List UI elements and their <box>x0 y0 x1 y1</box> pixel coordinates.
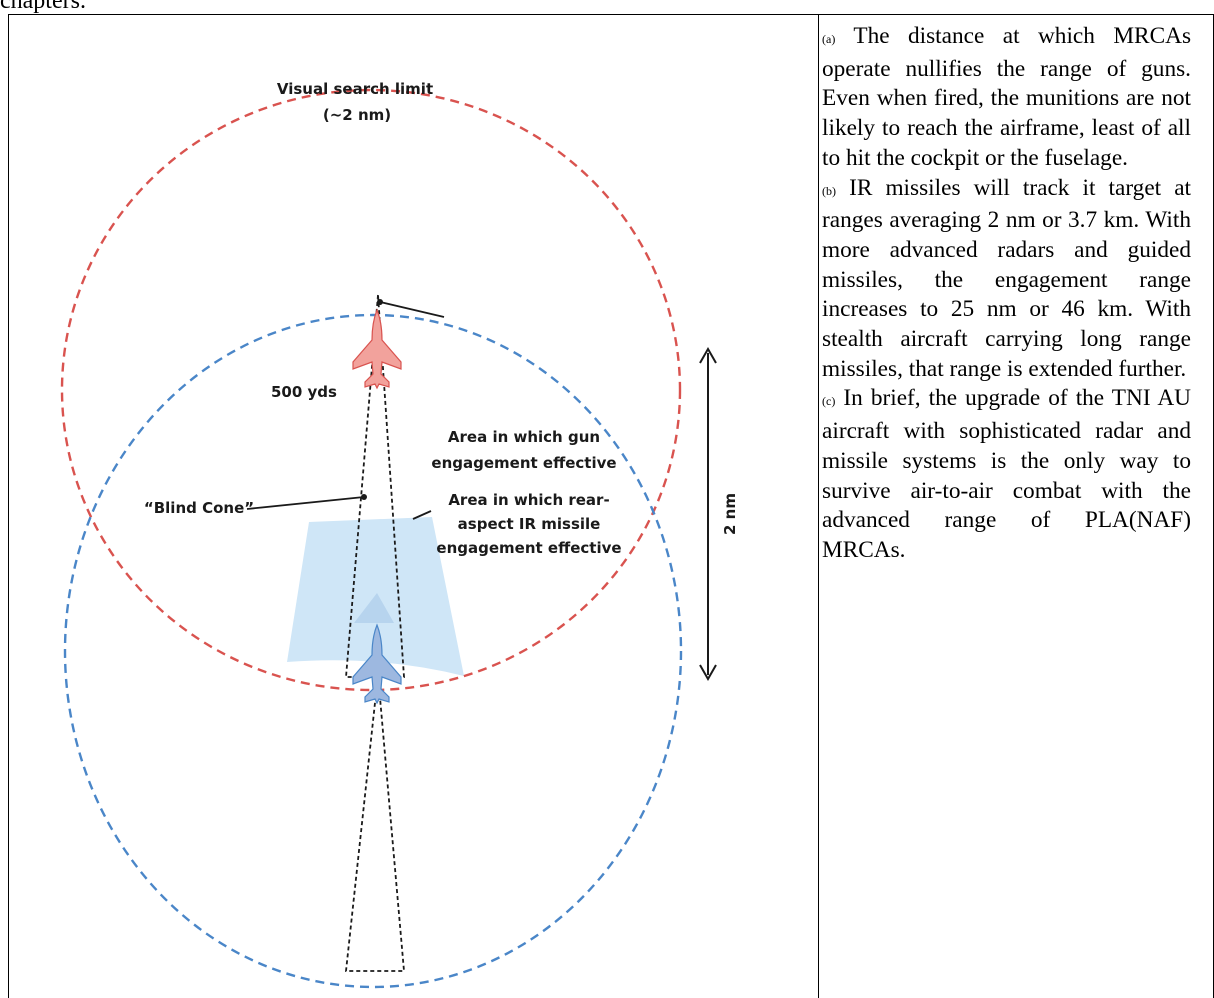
blind-cone-lower <box>344 674 405 972</box>
column-divider <box>818 14 819 998</box>
paragraph-marker: (c) <box>822 394 836 409</box>
blind-cone-upper <box>345 294 405 678</box>
blind-cone-label: “Blind Cone” <box>144 499 254 517</box>
arrowhead-up-icon <box>699 346 717 364</box>
paragraph-body: The distance at which MRCAs operate null… <box>822 23 1192 171</box>
text-column: (a) The distance at which MRCAs operate … <box>822 22 1191 566</box>
blue-range-circle <box>63 313 683 989</box>
gun-zone <box>354 593 394 623</box>
gun-leader-line <box>379 301 445 318</box>
paragraph-body: IR missiles will track it target at rang… <box>822 174 1192 382</box>
ir-label-1: Area in which rear- <box>448 491 609 509</box>
paragraph-body: In brief, the upgrade of the TNI AU airc… <box>822 385 1191 563</box>
engagement-diagram: Visual search limit (~2 nm) 500 yds Area… <box>9 15 817 998</box>
blue-jet-icon <box>352 623 402 705</box>
paragraph-marker: (a) <box>822 32 836 46</box>
visual-search-label: Visual search limit <box>277 80 433 98</box>
ir-label-3: engagement effective <box>436 539 621 557</box>
paragraph-b: (b) IR missiles will track it target at … <box>822 174 1191 385</box>
ir-leader-line <box>412 510 432 520</box>
gun-label-2: engagement effective <box>431 454 616 472</box>
gun-label-1: Area in which gun <box>448 428 600 446</box>
yds-label: 500 yds <box>271 383 337 401</box>
arrowhead-down-icon <box>699 664 717 682</box>
top-text-fragment: chapters. <box>0 0 86 14</box>
paragraph-marker: (b) <box>822 183 836 198</box>
distance-label: 2 nm <box>721 493 739 535</box>
visual-search-circle <box>60 88 682 692</box>
red-jet-icon <box>352 308 402 390</box>
ir-label-2: aspect IR missile <box>458 515 601 533</box>
blind-cone-leader-line <box>246 496 365 510</box>
visual-search-range: (~2 nm) <box>323 106 391 124</box>
paragraph-a: (a) The distance at which MRCAs operate … <box>822 22 1191 174</box>
paragraph-c: (c) In brief, the upgrade of the TNI AU … <box>822 384 1191 565</box>
